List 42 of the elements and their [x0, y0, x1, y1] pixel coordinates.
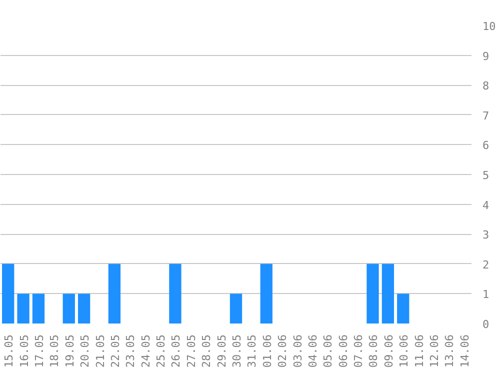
- x-tick-label: 02.06: [276, 334, 290, 368]
- x-tick-label: 19.05: [63, 334, 76, 368]
- x-tick-label: 26.05: [170, 334, 183, 368]
- x-tick-label: 18.05: [48, 334, 62, 368]
- y-tick-label: 3: [482, 228, 490, 242]
- x-tick-label: 10.06: [398, 334, 411, 368]
- y-tick-label: 8: [482, 80, 490, 93]
- x-tick-label: 30.05: [230, 334, 244, 368]
- y-tick-label: 10: [482, 20, 496, 33]
- x-tick-label: 27.05: [184, 334, 198, 368]
- x-tick-label: 16.05: [18, 334, 31, 368]
- x-tick-label: 28.05: [200, 334, 214, 368]
- x-tick-label: 13.06: [443, 334, 456, 368]
- x-tick-label: 22.05: [108, 334, 122, 368]
- x-tick-label: 05.06: [322, 334, 335, 368]
- y-tick-label: 9: [482, 50, 490, 63]
- x-tick-label: 17.05: [32, 334, 46, 368]
- x-tick-label: 03.06: [291, 334, 304, 368]
- x-tick-label: 07.06: [352, 334, 366, 368]
- x-tick-label: 09.06: [382, 334, 396, 368]
- x-tick-label: 04.06: [306, 334, 320, 368]
- x-tick-label: 14.06: [458, 334, 472, 368]
- x-tick-label: 08.06: [367, 334, 380, 368]
- y-tick-label: 4: [482, 198, 490, 212]
- y-tick-label: 7: [482, 109, 490, 122]
- y-tick-label: 1: [482, 288, 490, 302]
- x-tick-label: 15.05: [2, 334, 16, 368]
- x-tick-label: 25.05: [154, 334, 168, 368]
- y-tick-label: 0: [482, 318, 490, 331]
- y-tick-label: 2: [482, 258, 490, 272]
- x-tick-label: 21.05: [94, 334, 107, 368]
- x-tick-label: 31.05: [246, 334, 259, 368]
- x-tick-label: 01.06: [260, 334, 274, 368]
- y-tick-label: 6: [482, 139, 490, 152]
- y-tick-label: 5: [482, 169, 490, 182]
- x-tick-label: 06.06: [336, 334, 350, 368]
- x-tick-label: 24.05: [139, 334, 152, 368]
- x-tick-label: 20.05: [78, 334, 92, 368]
- x-tick-label: 11.06: [412, 334, 426, 368]
- x-tick-label: 12.06: [428, 334, 442, 368]
- x-tick-label: 23.05: [124, 334, 138, 368]
- x-tick-label: 29.05: [215, 334, 228, 368]
